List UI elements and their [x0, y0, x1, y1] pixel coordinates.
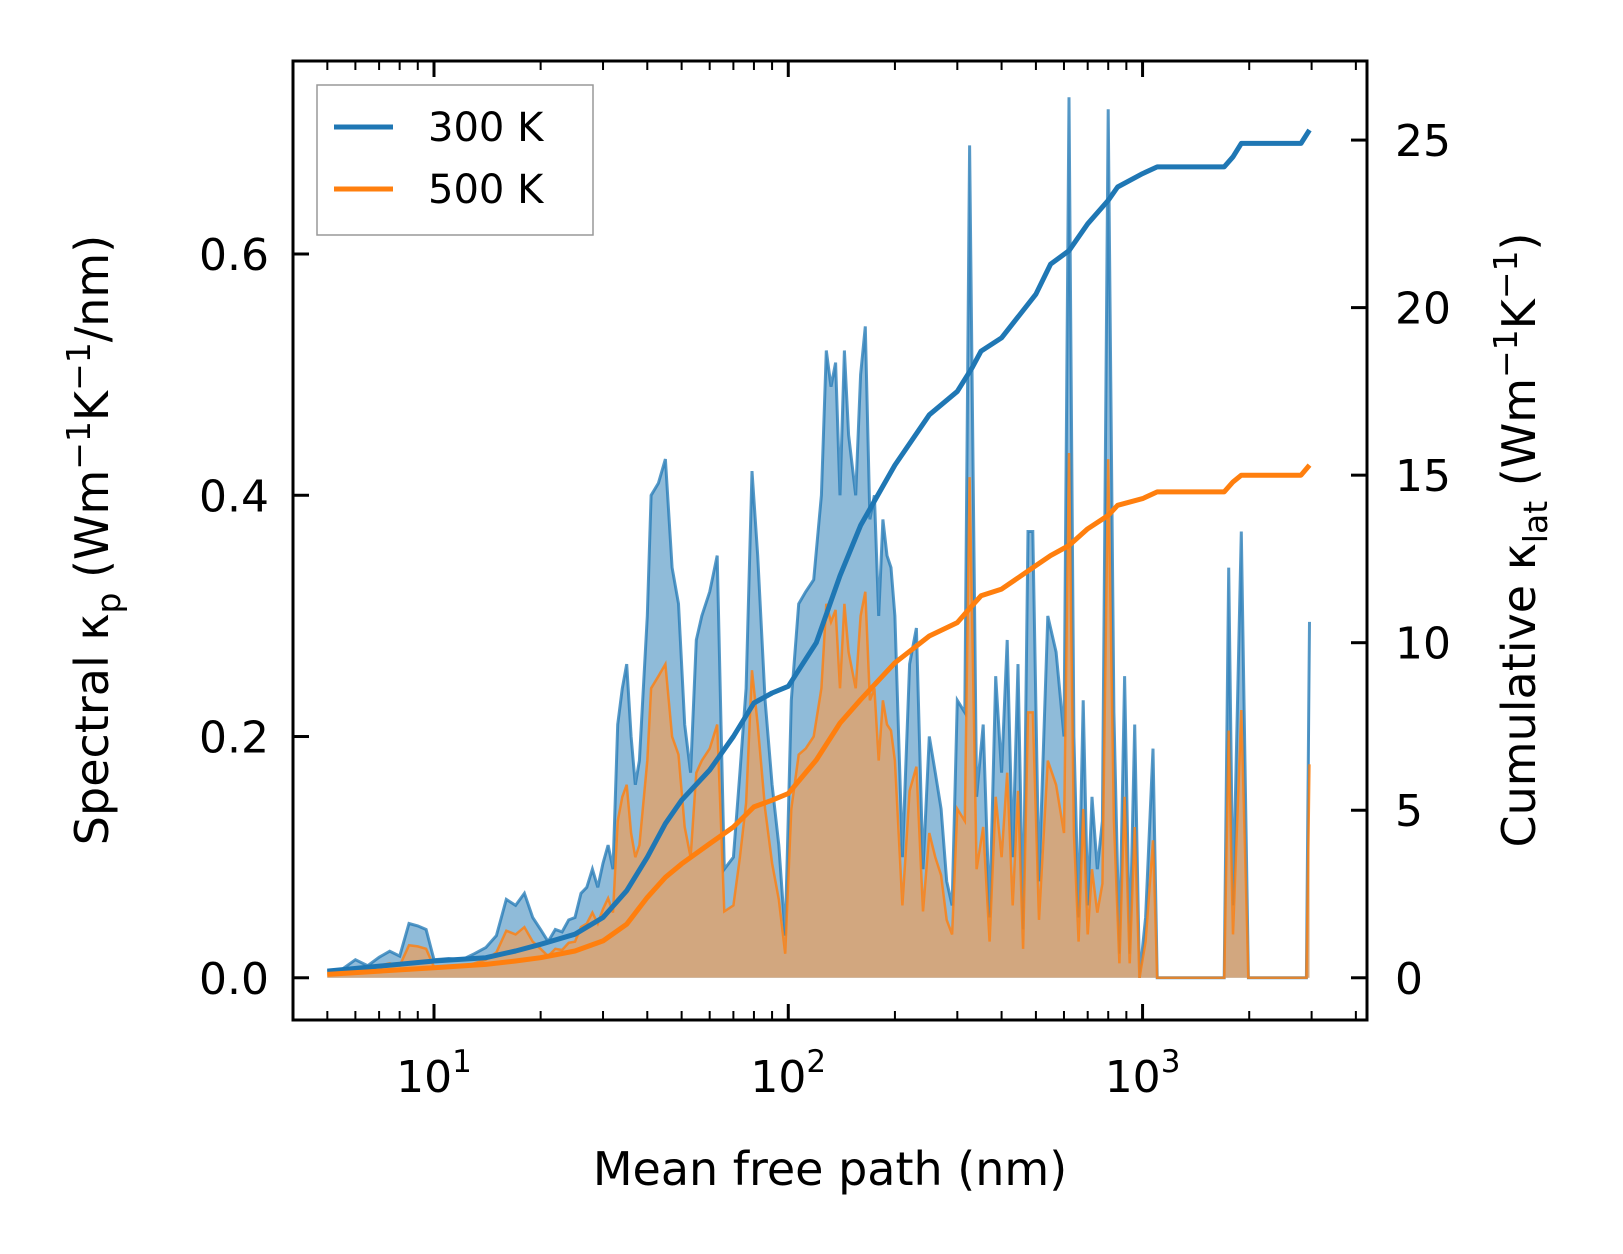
y-right-tick-label: 10: [1395, 619, 1451, 670]
x-axis-label: Mean free path (nm): [593, 1142, 1067, 1196]
x-tick-base: 10: [396, 1052, 452, 1103]
x-tick-exponent: 2: [806, 1044, 826, 1080]
x-tick-exponent: 3: [1161, 1044, 1181, 1080]
x-tick-exponent: 1: [452, 1044, 472, 1080]
plot-frame: [291, 59, 1369, 1022]
spectral-500k-area: [327, 453, 1310, 978]
cumulative-300k-line: [327, 128, 1312, 974]
y-left-axis-label-sup2: −1: [59, 342, 98, 391]
y-left-axis-label: Spectral κp (Wm−1K−1/nm): [59, 235, 128, 845]
y-right-axis-label-prefix: Cumulative κ: [1492, 543, 1546, 847]
y-right-axis-label-suffix: ): [1492, 233, 1546, 251]
plot-area: [327, 97, 1312, 980]
y-right-axis-label-sub: lat: [1516, 501, 1555, 543]
x-tick-label: 103: [1105, 1044, 1181, 1103]
y-left-axis-label-suffix: /nm): [65, 235, 119, 342]
y-right-tick-label: 15: [1395, 451, 1451, 502]
spectral-300k-line: [327, 97, 1311, 980]
legend-label: 500 K: [428, 167, 545, 213]
legend-box: [316, 84, 594, 236]
x-tick-base: 10: [1105, 1052, 1161, 1103]
y-left-axis-label-units: (Wm: [65, 470, 119, 593]
legend-label: 300 K: [428, 105, 545, 151]
y-right-axis-label-sup1: −1: [1486, 329, 1525, 378]
x-tick-base: 10: [750, 1052, 806, 1103]
y-right-tick-label: 25: [1395, 116, 1451, 167]
y-left-tick-label: 0.2: [199, 713, 269, 764]
y-right-tick-label: 5: [1395, 786, 1423, 837]
y-left-tick-label: 0.4: [199, 471, 269, 522]
y-left-tick-label: 0.6: [199, 230, 269, 281]
y-left-axis-label-sup1: −1: [59, 421, 98, 470]
y-right-axis-label-units: (Wm: [1492, 378, 1546, 501]
x-tick-label: 101: [396, 1044, 472, 1103]
y-right-axis-label-mid: K: [1492, 297, 1546, 329]
y-right-axis-label-sup2: −1: [1486, 250, 1525, 299]
y-left-axis-label-mid: K: [65, 389, 119, 421]
x-tick-label: 102: [750, 1044, 826, 1103]
y-right-axis-label: Cumulative κlat (Wm−1K−1): [1486, 233, 1555, 848]
y-left-axis-label-prefix: Spectral κ: [65, 614, 119, 846]
cumulative-500k-line: [327, 463, 1312, 977]
y-left-axis-label-sub: p: [89, 593, 128, 614]
y-right-tick-label: 0: [1395, 954, 1423, 1005]
legend: 300 K 500 K: [316, 84, 594, 236]
y-left-tick-label: 0.0: [199, 954, 269, 1005]
y-right-tick-label: 20: [1395, 284, 1451, 335]
